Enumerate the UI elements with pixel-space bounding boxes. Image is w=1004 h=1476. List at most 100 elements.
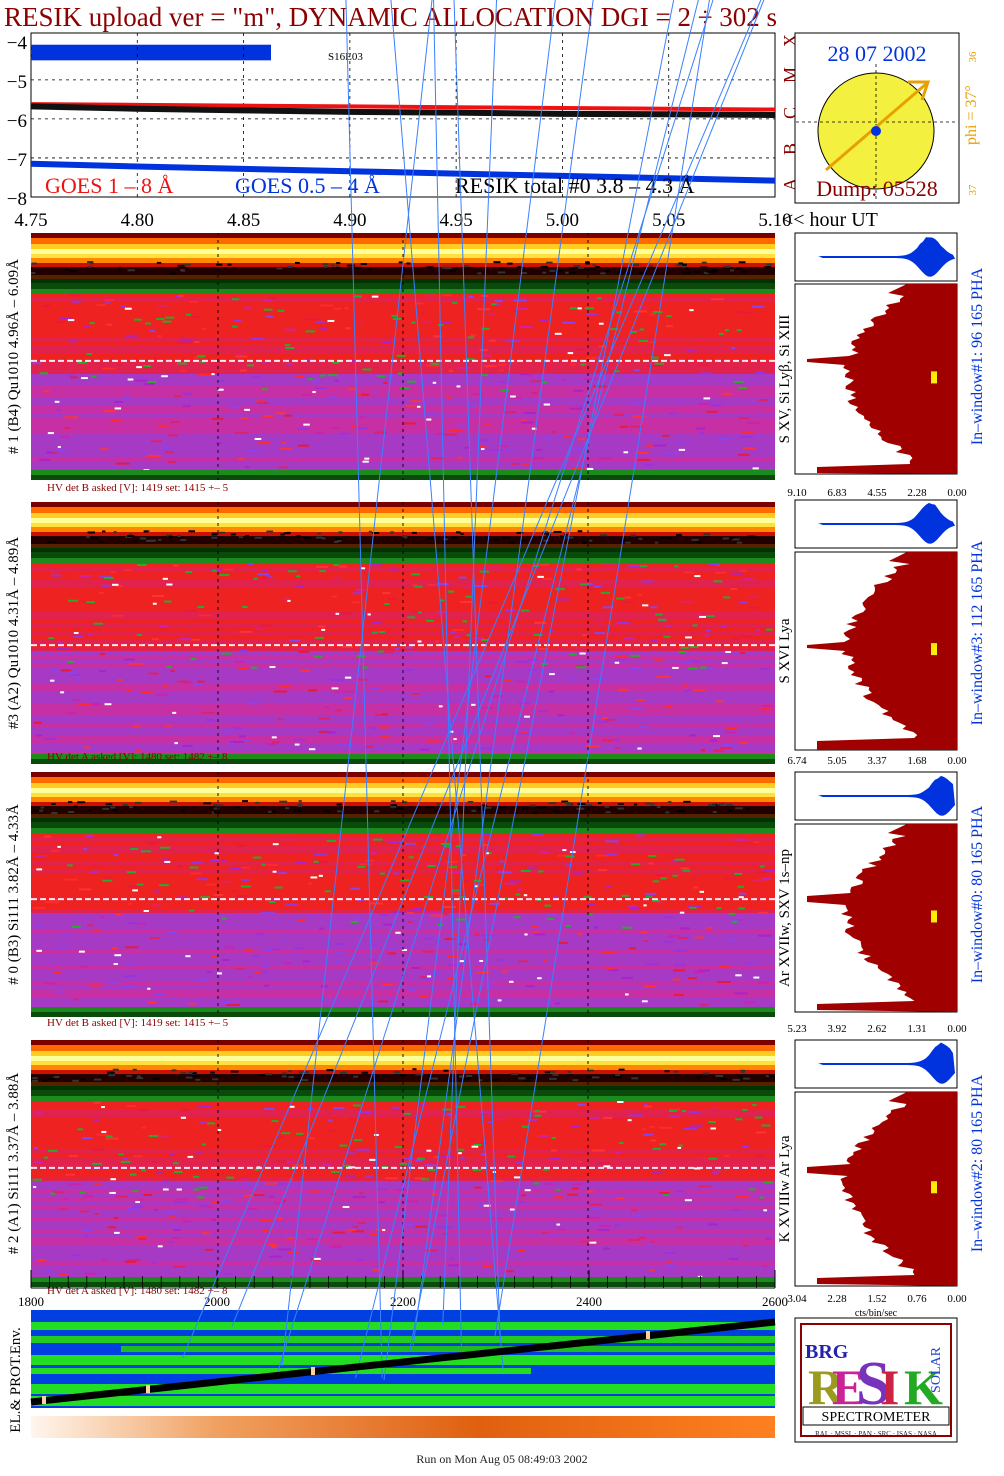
- spectrum-green-speckle: [544, 904, 551, 907]
- spectrum-green-speckle: [618, 1141, 624, 1144]
- spectrum-white-speckle: [217, 1129, 222, 1132]
- band-noise: [218, 531, 226, 534]
- spectrum-speckle: [83, 848, 88, 851]
- spectrum-speckle: [545, 438, 552, 441]
- spectrum-speckle: [452, 628, 465, 631]
- spectrum-speckle: [485, 675, 491, 678]
- spectrum-green-speckle: [372, 631, 378, 634]
- spectrum-speckle: [244, 306, 253, 309]
- spectrum-speckle: [536, 563, 550, 566]
- spectrum-green-speckle: [462, 620, 468, 623]
- spectrum-white-speckle: [699, 615, 706, 618]
- spectrum-speckle: [468, 295, 474, 298]
- spectrum-speckle: [755, 1155, 764, 1158]
- spectrum-speckle: [528, 658, 538, 661]
- spectrum-white-speckle: [172, 711, 177, 714]
- band-noise: [543, 539, 549, 542]
- band-noise: [153, 1077, 160, 1080]
- band-noise: [168, 535, 174, 538]
- spectrum-green-speckle: [718, 332, 724, 335]
- spectrum-speckle: [280, 447, 292, 450]
- spectrum-speckle: [329, 1245, 343, 1248]
- band-noise: [521, 807, 528, 810]
- spectrum-white-speckle: [67, 319, 75, 322]
- spectrum-speckle: [679, 927, 690, 930]
- spectrum-white-speckle: [677, 1146, 682, 1149]
- spectrogram-band-row: [31, 1065, 775, 1070]
- spectrum-speckle: [552, 896, 558, 899]
- flare-band: [31, 44, 271, 61]
- spectrum-speckle: [172, 1236, 179, 1239]
- band-noise: [471, 809, 476, 812]
- goes-x-tick: 4.85: [227, 210, 260, 231]
- spectrum-speckle: [704, 634, 710, 637]
- spectrum-speckle: [262, 1145, 276, 1148]
- spectrum-speckle: [334, 307, 342, 310]
- profile-fill-1: [807, 552, 957, 750]
- spectrum-green-speckle: [507, 1155, 516, 1158]
- spectrogram-band-row: [31, 548, 775, 552]
- spectrum-speckle: [70, 376, 78, 379]
- spectrum-speckle: [72, 300, 81, 303]
- spectrum-speckle: [540, 851, 550, 854]
- spectrum-speckle: [238, 649, 248, 652]
- spectrum-speckle: [375, 714, 386, 717]
- spectrum-green-speckle: [314, 655, 323, 658]
- spectrum-speckle: [83, 1235, 90, 1238]
- band-noise: [69, 270, 77, 273]
- spectrum-speckle: [260, 912, 275, 915]
- spectrum-speckle: [755, 371, 766, 374]
- band-noise: [516, 531, 524, 534]
- spectrum-speckle: [638, 1236, 646, 1239]
- spectrum-speckle: [755, 1131, 767, 1134]
- line-label-3: K XVIIIw Ar Lya: [777, 1135, 793, 1242]
- spectrum-speckle: [603, 1247, 611, 1250]
- spectrum-speckle: [424, 911, 430, 914]
- band-noise: [301, 1079, 309, 1082]
- band-noise: [336, 264, 340, 267]
- spectrum-green-speckle: [458, 896, 467, 899]
- spectrum-speckle: [687, 977, 697, 980]
- spectrum-speckle: [738, 601, 749, 604]
- spectrum-speckle: [706, 582, 712, 585]
- spectrum-green-speckle: [319, 570, 327, 573]
- band-noise: [564, 533, 568, 536]
- spectrum-speckle: [44, 1269, 53, 1272]
- spectrum-speckle: [154, 890, 160, 893]
- band-noise: [338, 531, 343, 534]
- spectrum-green-speckle: [748, 1188, 756, 1191]
- spectrum-speckle: [563, 436, 572, 439]
- profile-tick-0: 4.55: [867, 487, 887, 499]
- window-label-2: In–window#0: 80 165 PHA: [969, 805, 986, 983]
- spectrum-speckle: [593, 926, 598, 929]
- spectrum-speckle: [237, 457, 244, 460]
- spectrum-speckle: [103, 410, 116, 413]
- spectrum-speckle: [318, 625, 326, 628]
- spectrum-speckle: [603, 1116, 613, 1119]
- spectrum-speckle: [233, 319, 242, 322]
- spectrum-green-speckle: [600, 591, 611, 594]
- spectrum-speckle: [531, 833, 543, 836]
- band-noise: [465, 1075, 473, 1078]
- spectrum-speckle: [511, 462, 519, 465]
- goes-y-tick: −6: [7, 111, 27, 132]
- band-noise: [722, 537, 729, 540]
- spectrum-speckle: [306, 358, 311, 361]
- spectrum-green-speckle: [457, 1148, 465, 1151]
- spectrum-speckle: [605, 885, 611, 888]
- orbit-marker: [311, 1367, 315, 1375]
- spectrum-green-speckle: [668, 1110, 677, 1113]
- band-noise: [87, 261, 94, 264]
- spectrum-speckle: [568, 676, 574, 679]
- spectrum-speckle: [127, 885, 142, 888]
- band-noise: [549, 1070, 556, 1073]
- env-band: [31, 1396, 775, 1406]
- spectrum-green-speckle: [533, 633, 543, 636]
- band-noise: [216, 263, 223, 266]
- bottom-axis-tick: 2200: [390, 1294, 416, 1309]
- spectrum-speckle: [484, 365, 497, 368]
- spectrum-speckle: [570, 363, 576, 366]
- bottom-axis-tick: 2400: [576, 1294, 602, 1309]
- spectrum-speckle: [448, 429, 462, 432]
- band-noise: [735, 807, 743, 810]
